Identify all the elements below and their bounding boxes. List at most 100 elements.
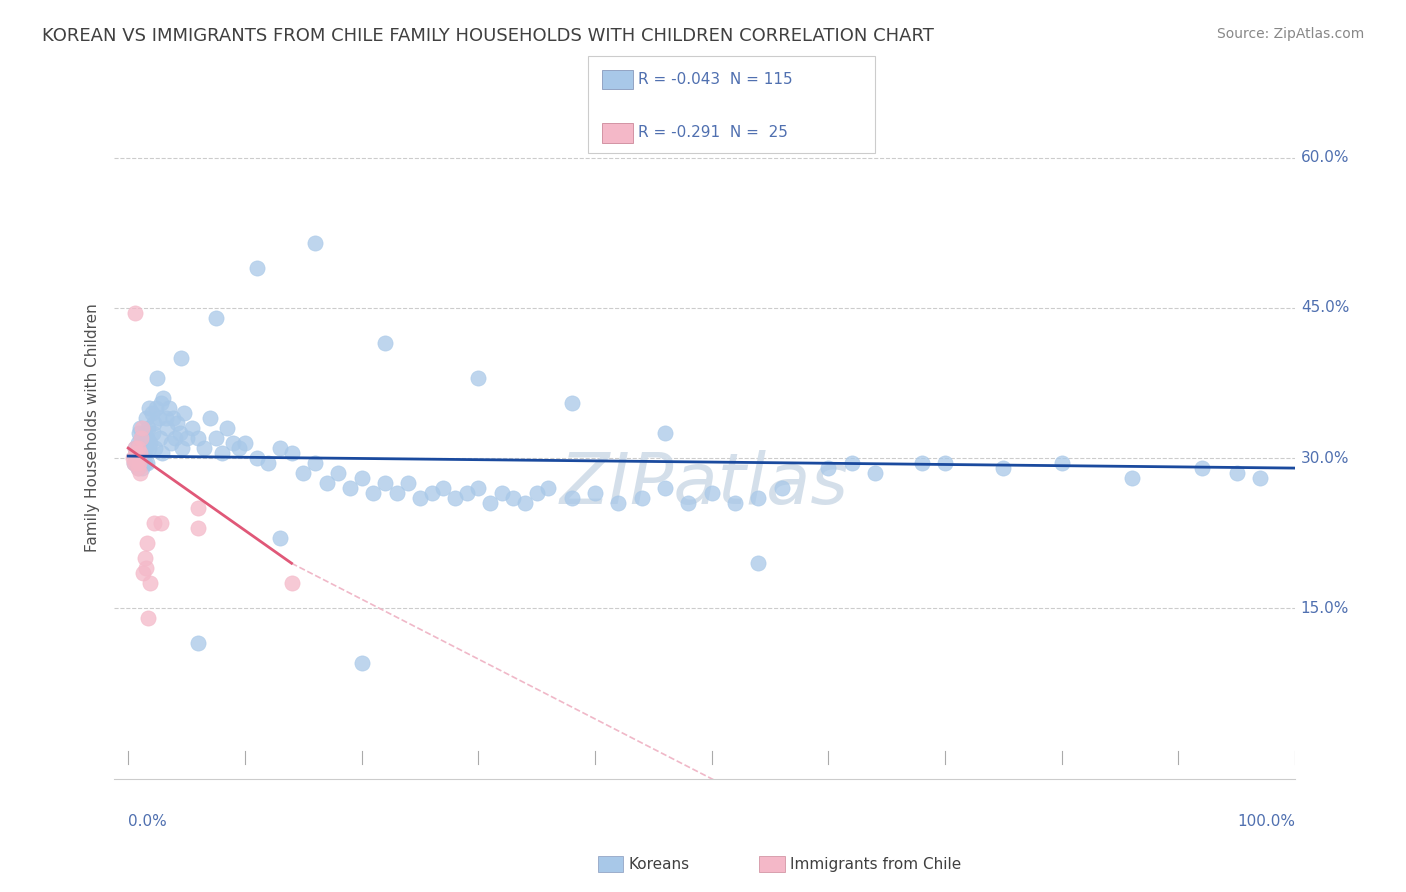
Point <box>127 461 149 475</box>
Point <box>676 496 699 510</box>
Point <box>134 456 156 470</box>
Text: 100.0%: 100.0% <box>1237 814 1295 829</box>
Point <box>537 481 560 495</box>
Point <box>152 391 174 405</box>
Text: R = -0.043  N = 115: R = -0.043 N = 115 <box>638 72 793 87</box>
Point <box>257 456 280 470</box>
Point <box>135 456 157 470</box>
Point <box>863 466 886 480</box>
Point <box>204 431 226 445</box>
Point <box>132 566 155 581</box>
Point <box>125 456 148 470</box>
Point <box>135 536 157 550</box>
Point <box>149 396 172 410</box>
Point <box>269 531 291 545</box>
Point <box>409 491 432 505</box>
Point <box>654 425 676 440</box>
Point <box>122 456 145 470</box>
Text: R = -0.291  N =  25: R = -0.291 N = 25 <box>638 126 789 140</box>
Point <box>747 491 769 505</box>
Point <box>222 436 245 450</box>
Point <box>187 521 209 535</box>
Point <box>350 657 373 671</box>
Point <box>502 491 524 505</box>
Point <box>127 441 149 455</box>
Point <box>124 306 146 320</box>
Point <box>1121 471 1143 485</box>
Point <box>146 371 169 385</box>
Point <box>131 421 153 435</box>
Point <box>361 486 384 500</box>
Point <box>561 396 583 410</box>
Point <box>374 476 396 491</box>
Point <box>467 481 489 495</box>
Text: 0.0%: 0.0% <box>128 814 167 829</box>
Point <box>169 425 191 440</box>
Point <box>132 451 155 466</box>
Point <box>148 411 170 425</box>
Point <box>467 371 489 385</box>
Point <box>350 471 373 485</box>
Point <box>157 401 180 415</box>
Point <box>132 436 155 450</box>
Point <box>211 446 233 460</box>
Point <box>724 496 747 510</box>
Point <box>128 451 150 466</box>
Point <box>198 411 221 425</box>
Point <box>526 486 548 500</box>
Point <box>181 421 204 435</box>
Point <box>128 446 150 460</box>
Point <box>139 436 162 450</box>
Point <box>138 441 160 455</box>
Point <box>128 456 150 470</box>
Point <box>129 431 152 445</box>
Point <box>142 516 165 531</box>
Point <box>280 446 302 460</box>
Point <box>134 551 156 566</box>
Point <box>124 441 146 455</box>
Text: 45.0%: 45.0% <box>1301 301 1350 315</box>
Point <box>491 486 513 500</box>
Text: KOREAN VS IMMIGRANTS FROM CHILE FAMILY HOUSEHOLDS WITH CHILDREN CORRELATION CHAR: KOREAN VS IMMIGRANTS FROM CHILE FAMILY H… <box>42 27 934 45</box>
Point <box>770 481 793 495</box>
Point <box>339 481 361 495</box>
Point <box>135 561 157 575</box>
Point <box>138 401 160 415</box>
Point <box>513 496 536 510</box>
Point <box>420 486 443 500</box>
Point <box>396 476 419 491</box>
Point <box>478 496 501 510</box>
Y-axis label: Family Households with Children: Family Households with Children <box>86 303 100 552</box>
Point <box>127 436 149 450</box>
Point <box>1226 466 1249 480</box>
Point <box>328 466 350 480</box>
Point <box>139 576 162 591</box>
Point <box>269 441 291 455</box>
Point <box>122 456 145 470</box>
Point <box>607 496 630 510</box>
Point <box>121 451 143 466</box>
Point <box>141 406 163 420</box>
Point <box>934 456 956 470</box>
Point <box>128 466 150 480</box>
Point <box>561 491 583 505</box>
Point <box>993 461 1015 475</box>
Point <box>136 421 159 435</box>
Point <box>136 611 159 625</box>
Point <box>817 461 839 475</box>
Point <box>217 421 239 435</box>
Point <box>910 456 932 470</box>
Point <box>304 456 326 470</box>
Point <box>187 636 209 650</box>
Point <box>166 416 188 430</box>
Point <box>456 486 478 500</box>
Text: 15.0%: 15.0% <box>1301 601 1350 615</box>
Point <box>128 446 150 460</box>
Point <box>135 431 157 445</box>
Point <box>385 486 408 500</box>
Point <box>187 501 209 516</box>
Point <box>245 451 267 466</box>
Point <box>280 576 302 591</box>
Point <box>131 441 153 455</box>
Text: 30.0%: 30.0% <box>1301 450 1350 466</box>
